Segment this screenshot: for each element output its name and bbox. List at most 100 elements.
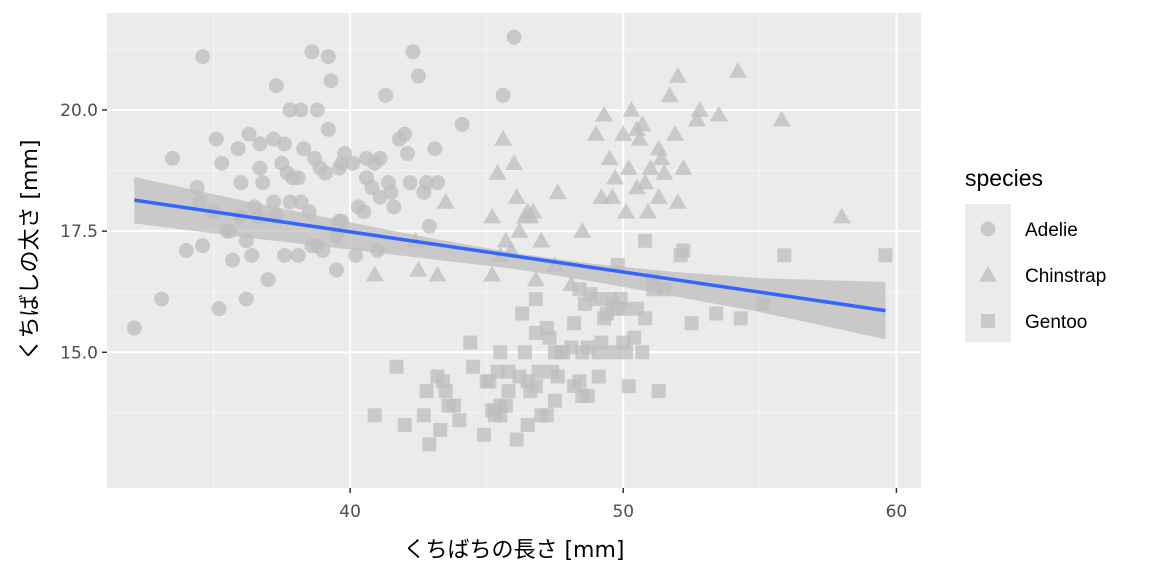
- data-point-adelie: [495, 87, 511, 103]
- data-point-chinstrap: [690, 100, 709, 117]
- grid-lines: [107, 13, 921, 488]
- data-point-adelie: [233, 175, 249, 191]
- data-point-gentoo: [580, 388, 595, 403]
- data-point-adelie: [277, 136, 293, 152]
- data-point-gentoo: [539, 408, 554, 423]
- data-point-chinstrap: [638, 202, 657, 219]
- data-point-chinstrap: [633, 115, 652, 132]
- data-point-gentoo: [501, 364, 516, 379]
- data-point-adelie: [241, 126, 257, 142]
- data-point-adelie: [356, 204, 372, 220]
- data-point-chinstrap: [483, 265, 502, 282]
- data-point-chinstrap: [614, 125, 633, 141]
- data-point-gentoo: [517, 345, 532, 360]
- data-point-chinstrap: [600, 149, 619, 166]
- data-point-gentoo: [605, 345, 620, 360]
- data-point-gentoo: [446, 398, 461, 413]
- legend-title: species: [965, 165, 1043, 191]
- data-point-gentoo: [452, 413, 467, 428]
- data-point-gentoo: [618, 345, 633, 360]
- data-point-gentoo: [466, 359, 481, 374]
- data-point-adelie: [293, 102, 309, 118]
- data-point-adelie: [260, 272, 276, 288]
- data-point-chinstrap: [606, 168, 625, 185]
- data-point-adelie: [208, 131, 224, 147]
- data-point-chinstrap: [728, 62, 747, 78]
- axes: 40 50 60 15.0 17.5 20.0: [60, 101, 907, 522]
- data-point-chinstrap: [622, 100, 641, 117]
- data-point-gentoo: [476, 427, 491, 442]
- data-point-gentoo: [419, 384, 434, 399]
- confidence-ribbon: [134, 176, 886, 340]
- legend-label-gentoo: Gentoo: [1025, 312, 1087, 333]
- legend-key-adelie: [980, 221, 996, 237]
- data-point-adelie: [296, 141, 312, 157]
- y-tick-label: 20.0: [60, 101, 98, 121]
- data-point-chinstrap: [524, 202, 543, 219]
- data-point-chinstrap: [483, 207, 502, 224]
- data-point-gentoo: [397, 417, 412, 432]
- data-point-adelie: [290, 170, 306, 186]
- data-point-adelie: [323, 73, 339, 89]
- data-point-gentoo: [438, 384, 453, 399]
- data-point-chinstrap: [655, 163, 674, 180]
- data-point-chinstrap: [428, 265, 447, 282]
- data-point-adelie: [277, 247, 293, 263]
- data-point-adelie: [178, 243, 194, 258]
- y-tick-label: 15.0: [60, 343, 98, 363]
- data-point-adelie: [165, 150, 181, 166]
- data-point-adelie: [252, 136, 268, 152]
- data-point-adelie: [405, 44, 421, 60]
- data-point-chinstrap: [666, 125, 685, 141]
- data-point-chinstrap: [627, 178, 646, 195]
- data-point-chinstrap: [709, 105, 728, 122]
- data-point-gentoo: [635, 345, 650, 360]
- data-point-adelie: [252, 160, 268, 176]
- data-point-adelie: [421, 218, 437, 234]
- data-point-gentoo: [515, 306, 530, 321]
- data-point-adelie: [399, 146, 415, 162]
- data-point-gentoo: [591, 369, 606, 384]
- data-point-gentoo: [572, 374, 587, 389]
- data-point-chinstrap: [505, 154, 523, 171]
- data-point-adelie: [430, 175, 446, 191]
- data-point-gentoo: [367, 408, 382, 423]
- data-point-chinstrap: [510, 222, 529, 238]
- data-point-adelie: [304, 44, 320, 60]
- data-point-gentoo: [621, 379, 636, 394]
- data-point-chinstrap: [674, 159, 693, 175]
- data-point-adelie: [410, 68, 426, 84]
- data-point-gentoo: [520, 417, 535, 432]
- data-point-gentoo: [878, 248, 893, 263]
- legend-key-chinstrap: [979, 266, 997, 282]
- data-point-gentoo: [651, 384, 666, 399]
- data-point-chinstrap: [649, 139, 668, 156]
- data-point-gentoo: [528, 291, 543, 306]
- data-point-gentoo: [528, 325, 543, 340]
- data-point-adelie: [154, 291, 170, 307]
- data-point-gentoo: [616, 301, 631, 316]
- data-point-adelie: [282, 194, 298, 210]
- data-point-adelie: [214, 155, 230, 171]
- data-point-chinstrap: [365, 265, 384, 282]
- data-point-chinstrap: [652, 149, 671, 166]
- legend-key-gentoo: [981, 314, 995, 328]
- data-point-adelie: [348, 247, 364, 263]
- data-point-chinstrap: [409, 260, 428, 277]
- data-point-gentoo: [498, 398, 513, 413]
- data-point-adelie: [268, 78, 284, 94]
- data-point-adelie: [309, 102, 325, 118]
- data-point-chinstrap: [772, 110, 791, 127]
- data-point-gentoo: [501, 384, 516, 399]
- data-point-chinstrap: [494, 130, 513, 146]
- data-point-adelie: [386, 199, 402, 215]
- data-point-gentoo: [422, 437, 437, 452]
- data-point-adelie: [195, 238, 211, 254]
- data-point-gentoo: [463, 335, 478, 350]
- data-point-chinstrap: [532, 231, 551, 248]
- data-point-adelie: [238, 291, 254, 307]
- legend: species Adelie Chinstrap Gentoo: [965, 165, 1106, 342]
- y-tick-label: 17.5: [60, 222, 98, 242]
- data-point-gentoo: [588, 291, 603, 306]
